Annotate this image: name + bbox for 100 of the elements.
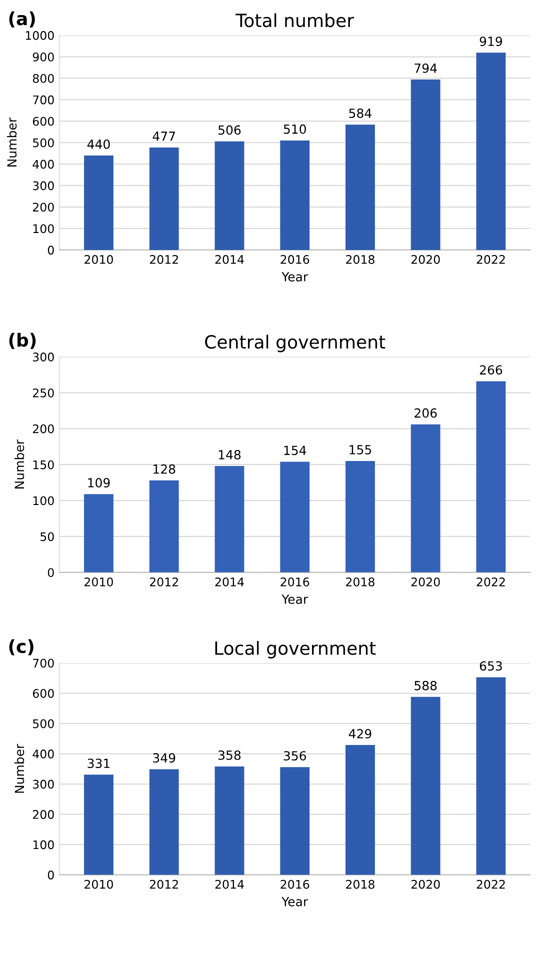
data-label: 506 xyxy=(218,125,241,135)
bar xyxy=(476,381,506,572)
bar xyxy=(149,480,179,572)
bar xyxy=(214,766,244,875)
y-tick-label: 200 xyxy=(32,202,54,212)
bar xyxy=(346,461,375,572)
x-tick-label: 2020 xyxy=(411,255,440,264)
x-tick-label: 2012 xyxy=(150,255,178,264)
y-tick-label: 900 xyxy=(32,52,54,62)
data-label: 429 xyxy=(348,728,372,738)
x-tick-label: 2018 xyxy=(346,577,374,586)
x-tick-label: 2014 xyxy=(215,255,244,264)
bar xyxy=(214,141,244,250)
y-axis-title: Number xyxy=(6,118,17,167)
bar xyxy=(280,767,310,875)
y-tick-label: 0 xyxy=(48,870,54,880)
x-axis-title: Year xyxy=(282,594,308,604)
y-axis-title: Number xyxy=(14,744,24,793)
x-tick-label: 2020 xyxy=(411,577,440,586)
y-tick-label: 0 xyxy=(48,568,54,578)
data-label: 356 xyxy=(284,751,306,761)
x-tick-label: 2018 xyxy=(346,880,374,889)
y-tick-label: 600 xyxy=(32,689,54,698)
bar xyxy=(346,124,375,250)
y-tick-label: 150 xyxy=(33,460,54,470)
x-tick-label: 2012 xyxy=(150,577,178,586)
bar xyxy=(84,774,114,875)
x-tick-label: 2020 xyxy=(411,880,440,889)
x-tick-label: 2018 xyxy=(346,255,374,264)
y-tick-label: 100 xyxy=(33,224,54,234)
data-label: 510 xyxy=(284,124,306,134)
data-label: 148 xyxy=(218,450,241,460)
y-axis-title: Number xyxy=(14,439,24,488)
data-label: 358 xyxy=(218,750,241,760)
data-label: 349 xyxy=(153,753,176,763)
y-tick-label: 0 xyxy=(48,246,54,255)
data-label: 477 xyxy=(152,132,175,141)
y-tick-label: 200 xyxy=(32,424,54,434)
y-tick-label: 600 xyxy=(32,116,54,126)
x-tick-label: 2010 xyxy=(84,577,113,586)
data-label: 653 xyxy=(480,661,502,671)
y-tick-label: 300 xyxy=(33,181,54,190)
data-label: 919 xyxy=(480,36,502,46)
bar xyxy=(149,148,179,250)
y-tick-label: 50 xyxy=(40,532,54,542)
data-label: 206 xyxy=(414,408,437,418)
bar xyxy=(410,696,440,875)
y-tick-label: 800 xyxy=(32,74,54,83)
x-axis-title: Year xyxy=(282,272,308,282)
y-tick-label: 400 xyxy=(32,750,54,758)
bar xyxy=(410,80,440,250)
bar xyxy=(280,462,310,572)
y-tick-label: 400 xyxy=(32,160,54,169)
x-tick-label: 2010 xyxy=(84,880,113,889)
text: (c) xyxy=(9,639,34,656)
x-tick-label: 2010 xyxy=(84,255,113,264)
x-tick-label: 2012 xyxy=(150,880,178,889)
y-tick-label: 300 xyxy=(33,780,54,789)
text: (a) xyxy=(9,11,35,28)
x-tick-label: 2022 xyxy=(476,880,505,889)
data-label: 155 xyxy=(350,445,372,454)
x-tick-label: 2014 xyxy=(215,880,244,889)
y-tick-label: 100 xyxy=(33,496,54,506)
x-tick-label: 2014 xyxy=(215,577,244,586)
data-label: 128 xyxy=(154,464,176,474)
y-tick-label: 700 xyxy=(33,658,54,668)
data-label: 794 xyxy=(414,63,437,73)
text: (b) xyxy=(9,332,36,349)
y-tick-label: 250 xyxy=(32,388,54,398)
y-tick-label: 300 xyxy=(33,352,54,362)
data-label: 154 xyxy=(284,446,306,456)
bar xyxy=(84,494,114,572)
bar xyxy=(346,745,375,875)
bar xyxy=(476,677,506,875)
y-tick-label: 700 xyxy=(33,95,54,104)
data-label: 588 xyxy=(414,680,437,690)
bar xyxy=(214,466,244,572)
chart-title: Total number xyxy=(236,13,354,28)
y-tick-label: 1000 xyxy=(26,31,54,40)
bar xyxy=(476,52,506,250)
chart-title: Local government xyxy=(215,640,376,658)
y-tick-label: 200 xyxy=(32,810,54,819)
x-tick-label: 2016 xyxy=(280,880,310,889)
x-tick-label: 2016 xyxy=(280,255,310,264)
data-label: 331 xyxy=(88,758,110,768)
y-tick-label: 500 xyxy=(33,138,54,148)
x-tick-label: 2022 xyxy=(476,255,505,264)
x-tick-label: 2022 xyxy=(476,577,505,586)
bar xyxy=(84,156,114,250)
x-tick-label: 2016 xyxy=(280,577,310,586)
chart-title: Central government xyxy=(205,334,386,352)
data-label: 109 xyxy=(88,478,110,488)
x-axis-title: Year xyxy=(282,897,308,906)
y-tick-label: 500 xyxy=(33,719,54,728)
bar xyxy=(410,424,440,572)
bar xyxy=(149,769,179,875)
data-label: 266 xyxy=(480,365,502,375)
bar xyxy=(280,140,310,250)
data-label: 584 xyxy=(349,108,372,118)
y-tick-label: 100 xyxy=(33,840,54,850)
